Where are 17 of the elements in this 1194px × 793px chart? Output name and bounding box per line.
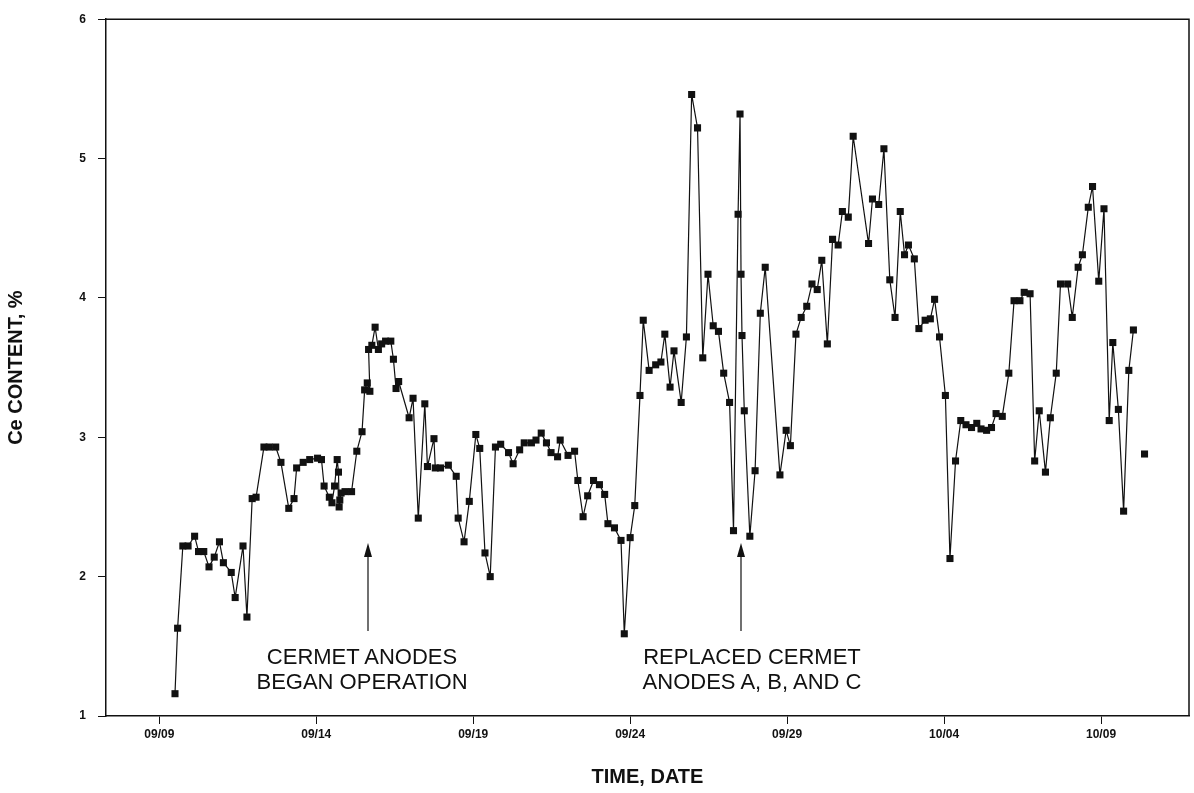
y-tick-label: 5 <box>79 150 87 165</box>
x-tick-label: 09/29 <box>772 726 803 741</box>
x-tick-label: 09/09 <box>144 726 175 741</box>
y-tick-label: 3 <box>79 429 87 444</box>
y-axis-title: Ce CONTENT, % <box>3 290 26 445</box>
x-tick-label: 09/19 <box>458 726 489 741</box>
x-tick-label: 09/14 <box>301 726 332 741</box>
annotation: CERMET ANODES BEGAN OPERATION <box>256 644 468 694</box>
y-tick-label: 6 <box>79 11 87 26</box>
y-tick-label: 2 <box>79 568 87 583</box>
y-tick-label: 1 <box>79 708 87 723</box>
annotation: REPLACED CERMET ANODES A, B, AND C <box>642 644 862 694</box>
y-tick-label: 4 <box>79 290 87 305</box>
x-axis-title: TIME, DATE <box>591 764 704 787</box>
x-tick-label: 10/04 <box>929 726 960 741</box>
x-tick-label: 10/09 <box>1086 726 1117 741</box>
x-tick-label: 09/24 <box>615 726 646 741</box>
